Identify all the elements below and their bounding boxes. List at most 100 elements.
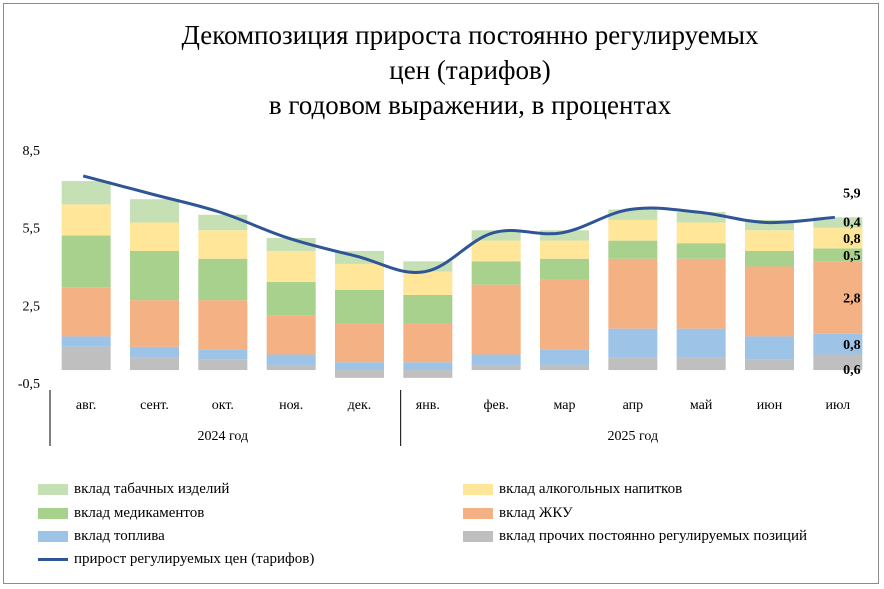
- bar-segment-1-5: [403, 362, 453, 371]
- y-tick-label-3: -0,5: [18, 377, 40, 392]
- bar-segment-3-5: [403, 294, 453, 324]
- bar-segment-4-7: [540, 240, 589, 259]
- bar-segment-2-0: [61, 287, 111, 337]
- data-label-3: 0,5: [843, 249, 861, 264]
- bar-segment-4-2: [198, 230, 248, 259]
- bar-segment-0-9: [676, 357, 726, 371]
- data-label-4: 2,8: [843, 292, 861, 307]
- y-tick-label-1: 5,5: [23, 222, 41, 237]
- bar-segment-1-1: [130, 346, 179, 358]
- bar-segment-2-5: [403, 323, 453, 363]
- x-tick-label-0: авг.: [76, 398, 97, 413]
- data-label-2: 0,8: [843, 232, 861, 247]
- x-tick-label-4: дек.: [348, 398, 372, 413]
- bar-segment-0-7: [540, 364, 589, 371]
- bar-segment-0-5: [403, 370, 453, 378]
- data-label-1: 0,4: [843, 215, 861, 230]
- bar-segment-0-1: [130, 357, 179, 371]
- x-tick-label-1: сент.: [140, 398, 169, 413]
- bar-segment-2-7: [540, 279, 589, 350]
- bar-segment-2-11: [813, 261, 863, 334]
- bar-segment-3-0: [61, 235, 111, 288]
- bar-segment-3-10: [745, 250, 794, 267]
- x-tick-label-3: ноя.: [279, 398, 303, 413]
- bar-segment-0-8: [608, 357, 658, 371]
- bar-segment-4-6: [471, 240, 521, 262]
- bar-segment-5-0: [61, 181, 111, 205]
- bar-segment-5-8: [608, 209, 658, 220]
- bar-segment-4-8: [608, 219, 658, 241]
- bar-segment-1-10: [745, 336, 794, 360]
- bar-segment-4-3: [266, 250, 316, 283]
- bar-segment-1-6: [471, 354, 521, 365]
- bar-segment-4-11: [813, 227, 863, 249]
- bar-segment-2-8: [608, 258, 658, 329]
- chart-title-line-3: в годовом выражении, в процентах: [268, 90, 672, 120]
- bar-segment-0-4: [335, 370, 384, 378]
- bar-segment-5-5: [403, 261, 453, 272]
- bar-segment-1-2: [198, 349, 248, 360]
- y-tick-label-0: 8,5: [23, 144, 41, 159]
- chart-title-line-2: цен (тарифов): [389, 55, 551, 85]
- bar-segment-2-9: [676, 258, 726, 329]
- bar-segment-4-1: [130, 222, 179, 251]
- x-tick-label-6: фев.: [483, 398, 508, 413]
- y-tick-label-2: 2,5: [23, 299, 41, 314]
- data-label-0: 5,9: [843, 186, 861, 201]
- bar-segment-3-7: [540, 258, 589, 280]
- bar-segment-0-11: [813, 354, 863, 371]
- x-tick-label-2: окт.: [212, 398, 234, 413]
- bar-segment-3-8: [608, 240, 658, 259]
- bar-segment-1-11: [813, 333, 863, 355]
- bar-segment-2-1: [130, 300, 179, 347]
- bar-segment-1-0: [61, 336, 111, 347]
- bar-segment-1-9: [676, 328, 726, 358]
- bar-segment-1-8: [608, 328, 658, 358]
- bar-segment-4-9: [676, 222, 726, 244]
- year-label-0: 2024 год: [198, 429, 249, 444]
- bar-segment-3-6: [471, 261, 521, 285]
- x-tick-label-5: янв.: [416, 398, 440, 413]
- chart-title-line-1: Декомпозиция прироста постоянно регулиру…: [181, 20, 759, 50]
- bar-segment-5-1: [130, 199, 179, 223]
- x-tick-label-10: июн: [757, 398, 783, 413]
- bar-segment-0-2: [198, 359, 248, 371]
- bar-segment-0-3: [266, 364, 316, 371]
- bar-segment-2-10: [745, 266, 794, 337]
- x-tick-label-8: апр: [623, 398, 644, 413]
- bar-segment-5-2: [198, 214, 248, 231]
- bar-segment-2-4: [335, 323, 384, 363]
- bar-segment-1-4: [335, 362, 384, 371]
- x-tick-label-9: май: [690, 398, 713, 413]
- bar-segment-4-0: [61, 204, 111, 236]
- year-label-1: 2025 год: [608, 429, 659, 444]
- bar-segment-1-7: [540, 349, 589, 365]
- bar-segment-2-3: [266, 315, 316, 355]
- x-tick-label-7: мар: [554, 398, 576, 413]
- bar-segment-4-4: [335, 263, 384, 290]
- bar-segment-3-3: [266, 282, 316, 316]
- bar-segment-5-7: [540, 230, 589, 241]
- data-label-6: 0,6: [843, 363, 861, 378]
- bar-segment-0-6: [471, 364, 521, 371]
- bar-segment-3-9: [676, 243, 726, 259]
- chart-title: Декомпозиция прироста постоянно регулиру…: [120, 18, 820, 123]
- bar-segment-5-9: [676, 212, 726, 223]
- bar-segment-2-6: [471, 284, 521, 355]
- bar-segment-0-0: [61, 346, 111, 371]
- bar-segment-0-10: [745, 359, 794, 371]
- bar-segment-3-11: [813, 248, 863, 262]
- bar-segment-5-10: [745, 219, 794, 231]
- data-label-5: 0,8: [843, 338, 861, 353]
- bar-segment-3-4: [335, 289, 384, 324]
- x-tick-label-11: июл: [826, 398, 851, 413]
- bar-segment-4-10: [745, 230, 794, 251]
- bar-segment-5-11: [813, 217, 863, 228]
- bar-segment-2-2: [198, 300, 248, 350]
- growth-line: [82, 174, 835, 274]
- bar-segment-3-1: [130, 250, 179, 301]
- bar-segment-1-3: [266, 354, 316, 365]
- bar-segment-4-5: [403, 271, 453, 295]
- bar-segment-3-2: [198, 258, 248, 301]
